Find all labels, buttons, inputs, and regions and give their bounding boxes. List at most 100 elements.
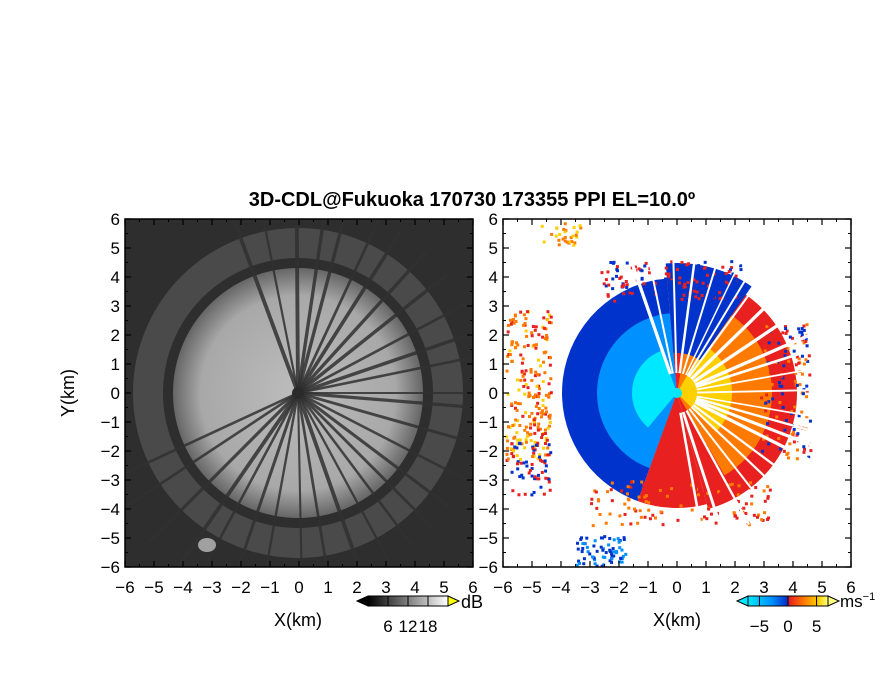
velocity-pixel bbox=[563, 222, 567, 226]
velocity-pixel bbox=[805, 323, 809, 327]
velocity-pixel bbox=[806, 359, 810, 363]
velocity-pixel bbox=[736, 278, 740, 282]
velocity-pixel bbox=[525, 310, 529, 314]
velocity-pixel bbox=[534, 393, 538, 397]
y-tick-label: 3 bbox=[111, 297, 120, 316]
velocity-beam-gap bbox=[694, 331, 816, 387]
velocity-pixel bbox=[579, 226, 583, 230]
velocity-pixel bbox=[754, 486, 758, 490]
velocity-pixel bbox=[582, 557, 586, 561]
velocity-pixel bbox=[622, 292, 626, 296]
velocity-pixel bbox=[773, 364, 777, 368]
velocity-pixel bbox=[790, 336, 794, 340]
velocity-pixel bbox=[555, 226, 559, 230]
velocity-panel: −6 −5 −4 −3 −2 −1 0 1 2 3 4 5 6 6 5 4 3 2 1 0 −1 −2 −3 −4 −5 −6 bbox=[479, 210, 856, 597]
velocity-pixel bbox=[606, 490, 610, 494]
reflectivity-beam bbox=[148, 391, 300, 543]
velocity-pixel bbox=[750, 502, 754, 506]
velocity-pixel bbox=[581, 547, 585, 551]
velocity-pixel bbox=[595, 506, 599, 510]
velocity-pixel bbox=[802, 450, 806, 454]
velocity-pixel bbox=[625, 261, 629, 265]
velocity-pixel bbox=[700, 293, 704, 297]
velocity-pixel bbox=[695, 271, 699, 275]
velocity-pixel bbox=[795, 433, 799, 437]
velocity-pixel bbox=[672, 493, 676, 497]
velocity-pixel bbox=[790, 410, 794, 414]
velocity-pixel bbox=[785, 329, 789, 333]
velocity-pixel bbox=[622, 537, 626, 541]
velocity-pixel bbox=[534, 404, 538, 408]
velocity-pixel bbox=[544, 436, 548, 440]
x-tick-label: −2 bbox=[609, 578, 628, 597]
velocity-pixel bbox=[712, 295, 716, 299]
x-tick-label: 2 bbox=[352, 578, 361, 597]
velocity-pixel bbox=[533, 420, 537, 424]
velocity-pixel bbox=[515, 378, 519, 382]
velocity-pixel bbox=[530, 411, 534, 415]
velocity-pixel bbox=[536, 457, 540, 461]
velocity-pixel bbox=[586, 550, 590, 554]
velocity-pixel bbox=[676, 518, 680, 522]
velocity-pixel bbox=[617, 539, 621, 543]
velocity-pixel bbox=[506, 354, 510, 358]
velocity-pixel bbox=[643, 264, 647, 268]
velocity-pixel bbox=[719, 283, 723, 287]
velocity-pixel bbox=[618, 276, 622, 280]
velocity-pixel bbox=[506, 457, 510, 461]
velocity-pixel bbox=[604, 278, 608, 282]
velocity-pixel bbox=[724, 272, 728, 276]
velocity-pixel bbox=[544, 464, 548, 468]
velocity-pixel bbox=[512, 449, 516, 453]
velocity-pixel bbox=[760, 396, 764, 400]
velocity-pixel bbox=[600, 271, 604, 275]
y-tick-label: −2 bbox=[479, 442, 498, 461]
velocity-colorbar-high-arrow bbox=[827, 595, 841, 607]
velocity-pixel bbox=[752, 513, 756, 517]
y-tick-label: −3 bbox=[101, 471, 120, 490]
velocity-pixel bbox=[607, 543, 611, 547]
velocity-pixel bbox=[547, 480, 551, 484]
reflectivity-beam-lines bbox=[125, 219, 473, 567]
velocity-pixel bbox=[703, 515, 707, 519]
velocity-pixel bbox=[529, 370, 533, 374]
x-tick-label: 4 bbox=[410, 578, 419, 597]
velocity-pixel bbox=[549, 321, 553, 325]
velocity-pixel bbox=[590, 497, 594, 501]
velocity-pixel bbox=[542, 316, 546, 320]
velocity-pixel bbox=[539, 411, 543, 415]
velocity-pixel bbox=[522, 461, 526, 465]
velocity-pixel bbox=[777, 436, 781, 440]
velocity-pixel bbox=[593, 558, 597, 562]
velocity-pixel bbox=[736, 493, 740, 497]
velocity-pixel bbox=[760, 518, 764, 522]
velocity-pixel bbox=[692, 278, 696, 282]
velocity-pixel bbox=[763, 405, 767, 409]
velocity-pixel bbox=[626, 485, 630, 489]
velocity-pixel bbox=[787, 456, 791, 460]
x-tick-label: 0 bbox=[294, 578, 303, 597]
velocity-pixel bbox=[548, 488, 552, 492]
reflectivity-beam bbox=[296, 392, 390, 561]
velocity-beam-gap bbox=[696, 395, 825, 420]
velocity-pixel bbox=[529, 439, 533, 443]
velocity-unit-exponent: −1 bbox=[863, 591, 876, 603]
velocity-pixel bbox=[505, 452, 509, 456]
reflectivity-beam bbox=[296, 392, 362, 567]
x-tick-label: −1 bbox=[260, 578, 279, 597]
velocity-pixel bbox=[603, 555, 607, 559]
velocity-beam-gap bbox=[679, 412, 705, 541]
x-tick-label: 1 bbox=[701, 578, 710, 597]
reflectivity-echo-spot bbox=[198, 538, 216, 552]
velocity-pixel bbox=[532, 418, 536, 422]
velocity-pixel bbox=[783, 349, 787, 353]
velocity-pixel bbox=[792, 349, 796, 353]
velocity-pixel bbox=[520, 473, 524, 477]
velocity-pixel bbox=[537, 407, 541, 411]
velocity-pixel bbox=[543, 432, 547, 436]
velocity-pixel bbox=[524, 438, 528, 442]
velocity-pixel bbox=[677, 281, 681, 285]
velocity-pixel bbox=[530, 331, 534, 335]
velocity-pixel bbox=[656, 279, 660, 283]
velocity-pixel bbox=[640, 277, 644, 281]
